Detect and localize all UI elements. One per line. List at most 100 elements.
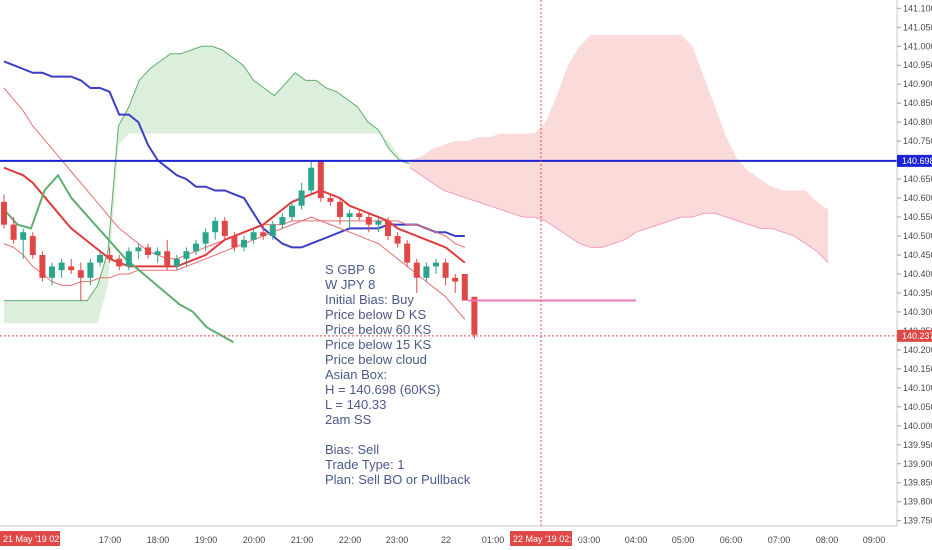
candle-body	[183, 251, 190, 259]
candle-body	[164, 251, 171, 267]
price-tick-label: 141.050	[903, 22, 932, 32]
price-tick-label: 140.550	[903, 212, 932, 222]
candle-body	[29, 236, 36, 256]
price-tick-label: 140.650	[903, 174, 932, 184]
time-tick-label: 17:00	[99, 535, 122, 545]
candle-body	[106, 255, 113, 259]
annotation-line: H = 140.698 (60KS)	[325, 382, 441, 397]
candle-body	[10, 224, 17, 240]
candle-body	[423, 266, 430, 278]
candle-body	[356, 213, 363, 218]
annotation-line: Trade Type: 1	[325, 457, 405, 472]
price-tick-label: 140.800	[903, 117, 932, 127]
price-tick-label: 140.450	[903, 250, 932, 260]
time-tick-label: 06:00	[720, 535, 743, 545]
price-tick-label: 141.000	[903, 41, 932, 51]
candle-body	[154, 251, 161, 256]
candle-body	[413, 262, 420, 278]
candle-body	[394, 236, 401, 244]
annotation-line: Price below 60 KS	[325, 322, 432, 337]
candle-body	[385, 220, 391, 237]
start-date-badge: 21 May '19 02:00	[3, 534, 72, 544]
time-tick-label: 22:00	[339, 535, 362, 545]
start-date-badge-bg	[0, 531, 60, 546]
candlesticks	[1, 160, 478, 339]
cursor-date-badge-bg	[510, 531, 572, 546]
candle-body	[125, 251, 132, 267]
price-tick-label: 140.350	[903, 288, 932, 298]
current-price-badge: 140.237	[902, 331, 932, 341]
candle-body	[97, 255, 103, 263]
price-tick-label: 140.300	[903, 307, 932, 317]
time-tick-label: 19:00	[195, 535, 218, 545]
annotation-line: Bias: Sell	[325, 442, 380, 457]
candle-body	[471, 296, 478, 335]
price-tick-label: 140.400	[903, 269, 932, 279]
price-tick-label: 139.800	[903, 497, 932, 507]
cursor-date-badge: 22 May '19 02:00	[513, 534, 582, 544]
cloud-red-edge	[409, 167, 829, 263]
annotation-line: S GBP 6	[325, 262, 376, 277]
price-axis[interactable]: 141.100 141.050 141.000 140.950 140.900 140.8…	[896, 0, 932, 550]
price-tick-label: 140.900	[903, 79, 932, 89]
candle-body	[68, 266, 75, 271]
annotation-line: Price below cloud	[325, 352, 427, 367]
current-price-badge-bg	[897, 329, 932, 342]
candle-body	[231, 236, 238, 248]
price-tick-label: 141.100	[903, 3, 932, 13]
candle-body	[145, 247, 151, 256]
price-tick-label: 139.950	[903, 440, 932, 450]
candle-body	[260, 232, 267, 237]
candle-body	[317, 160, 324, 199]
candle-body	[116, 258, 123, 267]
candle-body	[461, 273, 468, 301]
price-tick-label: 140.150	[903, 364, 932, 374]
candle-body	[49, 266, 55, 278]
time-tick-label: 01:00	[482, 535, 505, 545]
ichimoku-cloud	[4, 34, 829, 324]
candle-body	[202, 232, 209, 244]
price-tick-label: 140.100	[903, 383, 932, 393]
candle-body	[87, 262, 94, 278]
candle-body	[404, 243, 411, 263]
moving-average-line	[3, 166, 466, 268]
candle-body	[327, 198, 334, 202]
candle-body	[77, 270, 84, 278]
cloud-red-fill	[410, 34, 829, 263]
time-tick-label: 04:00	[625, 535, 648, 545]
resistance-price-badge: 140.698	[902, 156, 932, 166]
price-tick-label: 140.600	[903, 193, 932, 203]
candle-body	[279, 217, 286, 225]
candle-body	[212, 220, 219, 233]
candle-body	[269, 224, 276, 237]
price-tick-label: 140.500	[903, 231, 932, 241]
candle-body	[433, 262, 439, 267]
price-tick-label: 139.850	[903, 478, 932, 488]
annotation-line: W JPY 8	[325, 277, 376, 292]
price-tick-label: 140.050	[903, 402, 932, 412]
annotation-line: L = 140.33	[325, 397, 387, 412]
candle-body	[221, 220, 228, 237]
candle-body	[365, 217, 372, 225]
annotation-line: Asian Box:	[325, 367, 388, 382]
candle-body	[250, 232, 257, 240]
price-tick-label: 140.950	[903, 60, 932, 70]
time-tick-label: 18:00	[147, 535, 170, 545]
candle-body	[442, 262, 449, 278]
candle-body	[193, 243, 199, 252]
annotation-line: Price below 15 KS	[325, 337, 432, 352]
candle-body	[298, 190, 305, 206]
candle-body	[308, 167, 315, 191]
time-tick-label: 09:00	[863, 535, 886, 545]
price-tick-label: 140.200	[903, 345, 932, 355]
candle-body	[173, 258, 180, 267]
candle-body	[1, 201, 7, 225]
annotation-line: 2am SS	[325, 412, 372, 427]
price-tick-label: 139.750	[903, 516, 932, 526]
time-tick-label: 20:00	[243, 535, 266, 545]
candle-body	[337, 201, 343, 218]
time-axis[interactable]: 17:00 18:00 19:00 20:00 21:00 22:00 23:00 22 01:…	[0, 525, 897, 546]
horizontal-levels[interactable]	[0, 0, 897, 526]
